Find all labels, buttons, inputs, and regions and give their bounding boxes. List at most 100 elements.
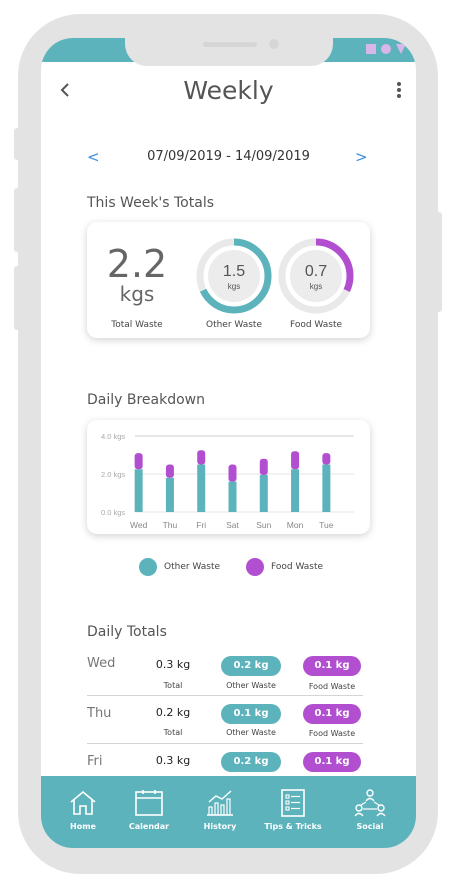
x-tick-label: Tue bbox=[319, 520, 334, 530]
tab-history[interactable]: History bbox=[185, 788, 255, 831]
day-other-label: Other Waste bbox=[226, 681, 276, 690]
y-tick-label: 2.0 kgs bbox=[101, 470, 125, 479]
bar-other-fri bbox=[197, 464, 206, 512]
previous-week-button[interactable]: < bbox=[87, 148, 100, 166]
food-ring-progress bbox=[278, 238, 354, 314]
daily-totals-title: Daily Totals bbox=[87, 624, 167, 640]
day-food-pill: 0.1 kg bbox=[303, 656, 361, 676]
chevron-left-icon bbox=[60, 83, 69, 97]
legend-food-label: Food Waste bbox=[271, 562, 324, 572]
volume-down-button bbox=[14, 266, 20, 330]
total-waste-unit: kgs bbox=[119, 282, 155, 306]
day-total-value: 0.2 kg bbox=[155, 706, 191, 719]
tab-label: Tips & Tricks bbox=[264, 822, 322, 831]
tab-home[interactable]: Home bbox=[48, 788, 118, 831]
x-tick-label: Fri bbox=[196, 520, 206, 530]
total-waste-label: Total Waste bbox=[111, 320, 163, 330]
x-tick-label: Wed bbox=[130, 520, 148, 530]
y-tick-label: 0.0 kgs bbox=[101, 508, 125, 517]
wifi-icon bbox=[381, 44, 391, 54]
tab-calendar[interactable]: Calendar bbox=[114, 788, 184, 831]
other-ring-center bbox=[208, 250, 260, 302]
other-waste-ring: 1.5 kgs bbox=[196, 238, 272, 314]
bar-other-wed bbox=[134, 469, 143, 512]
food-waste-unit: kgs bbox=[310, 282, 322, 291]
more-vertical-icon-dot bbox=[397, 94, 401, 98]
page-title: Weekly bbox=[183, 76, 274, 105]
x-tick-label: Mon bbox=[287, 520, 304, 530]
x-tick-label: Thu bbox=[163, 520, 178, 530]
tab-label: Social bbox=[356, 822, 384, 831]
bar-food-sat bbox=[228, 464, 237, 482]
history-chart-icon bbox=[207, 790, 233, 816]
other-waste-value: 1.5 bbox=[223, 263, 245, 280]
mute-switch bbox=[14, 128, 20, 160]
day-other-pill: 0.2 kg bbox=[221, 752, 281, 772]
status-icons bbox=[366, 44, 406, 54]
bar-food-wed bbox=[134, 453, 143, 470]
legend-other-waste: Other Waste bbox=[139, 558, 220, 576]
tab-social[interactable]: Social bbox=[335, 788, 405, 831]
speaker-grille bbox=[203, 42, 257, 47]
bar-other-sun bbox=[259, 474, 268, 512]
bar-food-fri bbox=[197, 450, 206, 465]
total-waste-value: 2.2 bbox=[106, 242, 168, 286]
legend-other-swatch bbox=[139, 558, 157, 576]
bar-food-thu bbox=[165, 464, 174, 478]
week-totals-title: This Week's Totals bbox=[87, 195, 214, 211]
day-total-label: Total bbox=[163, 728, 183, 737]
daily-total-row[interactable]: Thu 0.2 kg Total 0.1 kg Other Waste 0.1 … bbox=[87, 704, 363, 744]
other-ring-progress bbox=[196, 238, 272, 314]
day-name: Fri bbox=[87, 754, 103, 769]
front-camera bbox=[269, 39, 279, 49]
day-other-pill: 0.1 kg bbox=[221, 704, 281, 724]
more-options-button[interactable] bbox=[396, 82, 402, 100]
day-food-pill: 0.1 kg bbox=[303, 752, 361, 772]
legend-food-waste: Food Waste bbox=[246, 558, 323, 576]
bar-other-tue bbox=[322, 464, 331, 512]
battery-icon bbox=[396, 44, 406, 54]
app-screen: Weekly < 07/09/2019 - 14/09/2019 > This … bbox=[41, 38, 416, 848]
more-vertical-icon-dot bbox=[397, 88, 401, 92]
next-week-button[interactable]: > bbox=[355, 148, 368, 166]
food-waste-value: 0.7 bbox=[305, 263, 327, 280]
home-icon bbox=[70, 790, 96, 815]
legend-other-label: Other Waste bbox=[164, 562, 221, 572]
other-waste-unit: kgs bbox=[228, 282, 240, 291]
bar-other-thu bbox=[165, 477, 174, 512]
total-waste-block: 2.2 kgs bbox=[87, 244, 187, 306]
day-total-label: Total bbox=[163, 681, 183, 690]
daily-breakdown-card: 4.0 kgs 2.0 kgs 0.0 kgs Wed Thu Fri Sat Sun Mon T… bbox=[87, 420, 370, 534]
daily-total-row[interactable]: Fri 0.3 kg 0.2 kg 0.1 kg bbox=[87, 752, 363, 782]
date-selector: < 07/09/2019 - 14/09/2019 > bbox=[41, 148, 416, 168]
tab-tips-and-tricks[interactable]: Tips & Tricks bbox=[258, 788, 328, 831]
y-tick-label: 4.0 kgs bbox=[101, 432, 125, 441]
chart-legend: Other Waste Food Waste bbox=[41, 558, 416, 580]
day-total-value: 0.3 kg bbox=[155, 754, 191, 767]
volume-up-button bbox=[14, 188, 20, 252]
other-waste-label: Other Waste bbox=[205, 320, 262, 330]
tab-label: Home bbox=[70, 822, 96, 831]
day-other-pill: 0.2 kg bbox=[221, 656, 281, 676]
x-tick-label: Sat bbox=[226, 520, 239, 530]
bar-food-sun bbox=[259, 458, 268, 475]
more-vertical-icon bbox=[397, 82, 401, 86]
day-other-label: Other Waste bbox=[226, 728, 276, 737]
tab-label: History bbox=[203, 822, 237, 831]
bar-other-mon bbox=[291, 469, 300, 512]
signal-icon bbox=[366, 44, 376, 54]
back-button[interactable] bbox=[59, 80, 71, 105]
checklist-icon bbox=[281, 789, 305, 817]
day-name: Thu bbox=[87, 706, 112, 721]
power-button bbox=[436, 212, 442, 312]
week-totals-card: 2.2 kgs Total Waste 1.5 kgs Other Waste … bbox=[87, 222, 370, 338]
bar-other-sat bbox=[228, 481, 237, 512]
phone-notch bbox=[125, 38, 333, 66]
daily-breakdown-chart: 4.0 kgs 2.0 kgs 0.0 kgs Wed Thu Fri Sat Sun Mon T… bbox=[101, 432, 354, 530]
day-food-label: Food Waste bbox=[308, 729, 356, 738]
bar-food-tue bbox=[322, 453, 331, 465]
day-name: Wed bbox=[87, 656, 116, 671]
header: Weekly bbox=[41, 74, 416, 110]
bar-food-mon bbox=[291, 451, 300, 470]
daily-total-row[interactable]: Wed 0.3 kg Total 0.2 kg Other Waste 0.1 … bbox=[87, 656, 363, 696]
